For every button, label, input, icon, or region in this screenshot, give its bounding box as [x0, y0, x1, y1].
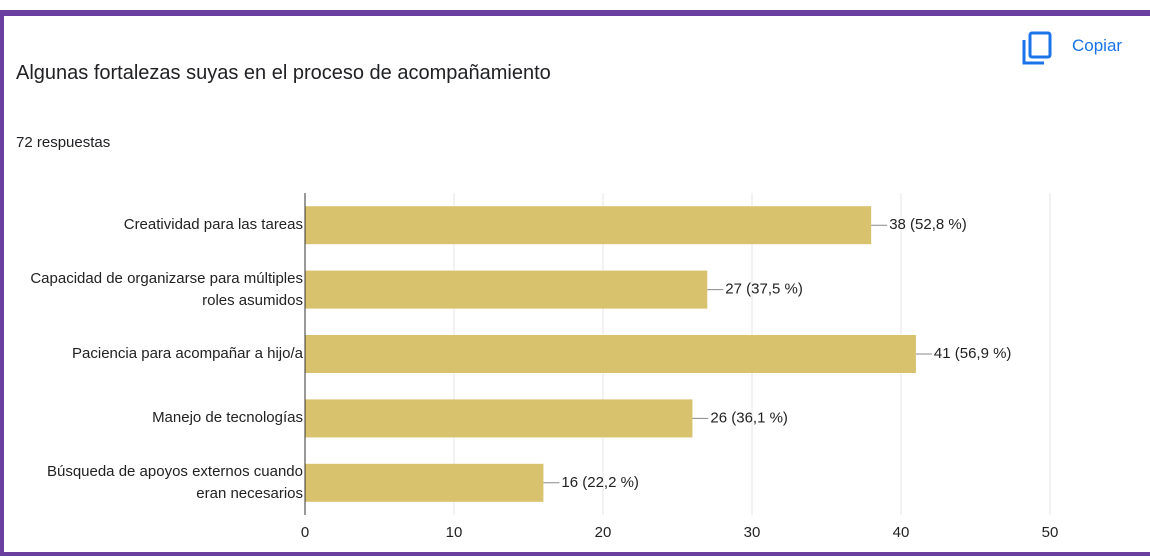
x-tick-label: 30	[744, 524, 761, 541]
value-label: 38 (52,8 %)	[889, 216, 967, 233]
value-label: 26 (36,1 %)	[710, 409, 788, 426]
copy-icon[interactable]	[1022, 31, 1052, 65]
value-label: 41 (56,9 %)	[934, 345, 1012, 362]
x-tick-label: 10	[446, 524, 463, 541]
y-tick-label: Paciencia para acompañar a hijo/a	[72, 345, 303, 362]
y-tick-label: Manejo de tecnologías	[152, 409, 303, 427]
copy-button[interactable]: Copiar	[1072, 36, 1123, 55]
x-tick-label: 50	[1042, 524, 1059, 541]
bar	[305, 463, 544, 502]
bar	[305, 399, 693, 438]
card	[0, 10, 1150, 556]
y-tick-label: Capacidad de organizarse para múltiples …	[30, 269, 303, 309]
bar	[305, 270, 708, 309]
bar	[305, 335, 916, 373]
x-tick-label: 40	[893, 524, 910, 541]
value-label: 27 (37,5 %)	[725, 281, 803, 298]
value-label: 16 (22,2 %)	[561, 474, 639, 491]
x-tick-label: 0	[301, 524, 309, 541]
y-tick-label: Creatividad para las tareas	[123, 216, 303, 234]
response-count: 72 respuestas	[16, 134, 111, 151]
y-tick-label: Búsqueda de apoyos externos cuando eran …	[46, 462, 303, 502]
chart-title: Algunas fortalezas suyas en el proceso d…	[16, 62, 551, 84]
x-tick-label: 20	[595, 524, 612, 541]
bar	[305, 206, 872, 245]
